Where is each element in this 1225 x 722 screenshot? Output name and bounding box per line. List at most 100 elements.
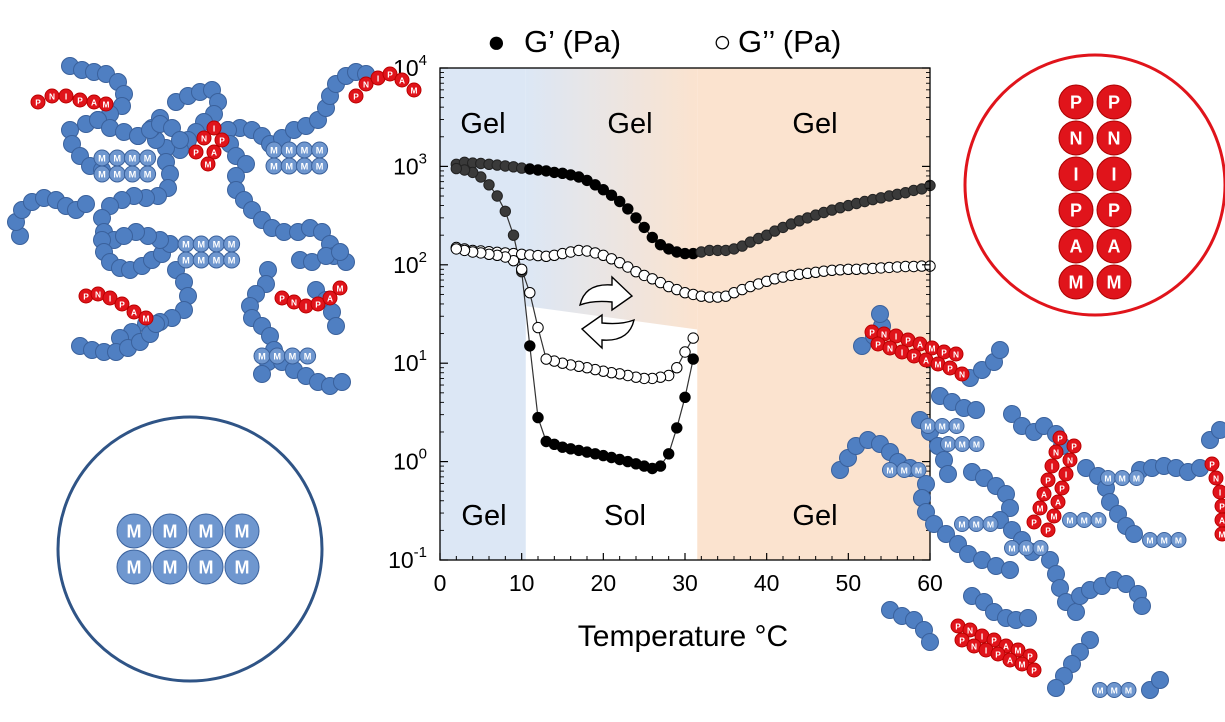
bead-letter: M	[235, 522, 250, 542]
polymer-bead	[967, 401, 985, 419]
series-0-point-24	[646, 231, 658, 244]
bead-letter: I	[981, 632, 983, 642]
polymer-bead	[1096, 156, 1132, 192]
zone-label-bottom-2: Gel	[792, 500, 837, 532]
bead-letter: M	[197, 240, 205, 250]
bead-letter: P	[1219, 502, 1225, 512]
y-tick-label-0: 10-1	[388, 544, 427, 573]
series-3-point-2	[671, 362, 683, 374]
cold-gel-zone	[440, 68, 526, 560]
series-2-point-1	[679, 391, 691, 403]
bead-letter: M	[197, 256, 205, 266]
bead-letter: N	[881, 330, 887, 340]
bead-letter: N	[201, 134, 207, 144]
polymer-bead	[139, 165, 157, 183]
y-tick-label-4: 103	[393, 150, 427, 179]
polymer-bead	[1208, 470, 1224, 486]
x-tick-label-6: 60	[917, 570, 943, 596]
bead-letter: P	[947, 364, 953, 374]
bead-letter: M	[182, 256, 190, 266]
polymer-bead	[102, 290, 118, 306]
bead-letter: M	[98, 154, 106, 164]
polymer-bead	[991, 341, 1009, 359]
bead-letter: M	[1081, 516, 1088, 526]
bead-letter: P	[1071, 442, 1077, 452]
bead-letter: P	[869, 328, 875, 338]
series-2-point-20	[524, 340, 536, 352]
series-3-point-0	[687, 332, 699, 344]
bead-letter: M	[129, 170, 137, 180]
hot-gel-zone	[697, 68, 930, 560]
bead-letter: N	[1213, 474, 1219, 484]
polymer-bead	[223, 251, 241, 269]
zone-label-bottom-1: Sol	[604, 500, 646, 532]
bead-letter: M	[944, 440, 951, 450]
bead-letter: P	[77, 96, 83, 106]
cycle-arrow-bottom	[580, 313, 635, 350]
bead-letter: M	[915, 466, 922, 476]
bead-letter: A	[1219, 516, 1225, 526]
series-2-point-19	[532, 411, 544, 424]
bead-letter: M	[1111, 686, 1118, 696]
bead-letter: M	[235, 558, 250, 578]
polymer-bead	[196, 130, 212, 146]
polymer-bead	[1048, 444, 1064, 460]
bead-letter: N	[967, 626, 973, 636]
bead-letter: I	[1111, 165, 1116, 185]
data-points	[450, 156, 936, 475]
polymer-bead	[206, 120, 222, 136]
bead-letter: M	[1069, 273, 1084, 293]
bead-letter: M	[228, 256, 236, 266]
bead-letter: P	[1070, 201, 1082, 221]
polymer-bead	[311, 157, 329, 175]
bead-letter: M	[127, 558, 142, 578]
series-0-point-19	[605, 189, 618, 201]
bead-letter: M	[129, 154, 137, 164]
series-2-point-25	[483, 179, 495, 191]
bead-letter: M	[143, 314, 150, 324]
polymer-bead	[188, 144, 204, 160]
bead-letter: M	[258, 352, 266, 362]
polymer-bead	[1058, 264, 1094, 300]
bead-letter: M	[1096, 686, 1103, 696]
polymer-bead	[1050, 494, 1066, 510]
bead-letter: M	[270, 162, 278, 172]
series-0-point-22	[630, 212, 642, 224]
series-2-point-3	[663, 448, 675, 460]
polymer-bead	[1128, 470, 1145, 486]
bead-letter: P	[1027, 652, 1033, 662]
polymer-bead	[1096, 120, 1132, 156]
series-0-point-20	[614, 195, 626, 208]
bead-letter: M	[337, 284, 344, 294]
series-2-point-24	[491, 190, 503, 202]
polymer-bead	[331, 243, 349, 261]
bead-letter: P	[905, 336, 911, 346]
polymer-bead	[968, 436, 985, 452]
bead-letter: N	[887, 344, 893, 354]
bead-letter: M	[285, 162, 293, 172]
polymer-bead	[1204, 456, 1220, 472]
bead-letter: M	[973, 520, 980, 530]
reversible-cycle-icon	[579, 275, 635, 350]
bead-letter: N	[971, 642, 977, 652]
bead-letter: M	[1161, 536, 1168, 546]
series-3-point-1	[679, 346, 691, 358]
polymer-bead	[114, 296, 130, 312]
polymer-illustrations: M M M MM M M MM M M MM M M MM M M MM M M MM M M MPN I P A MPNIPAM…	[7, 57, 1225, 699]
bead-letter: P	[1070, 93, 1082, 113]
x-tick-label-1: 10	[509, 570, 535, 596]
bead-letter: P	[1108, 201, 1120, 221]
bead-letter: M	[213, 240, 221, 250]
polymer-bead	[322, 290, 338, 306]
polymer-bead	[910, 462, 927, 478]
polymer-bead	[871, 305, 889, 323]
y-tick-label-1: 100	[393, 446, 427, 475]
bead-letter: P	[941, 348, 947, 358]
bead-letter: P	[387, 70, 393, 80]
bead-letter: I	[1219, 488, 1221, 498]
legend-open-label: G’’ (Pa)	[738, 24, 841, 59]
polymer-bead	[1120, 682, 1137, 698]
bead-letter: M	[316, 162, 324, 172]
polymer-bead	[1054, 480, 1070, 496]
